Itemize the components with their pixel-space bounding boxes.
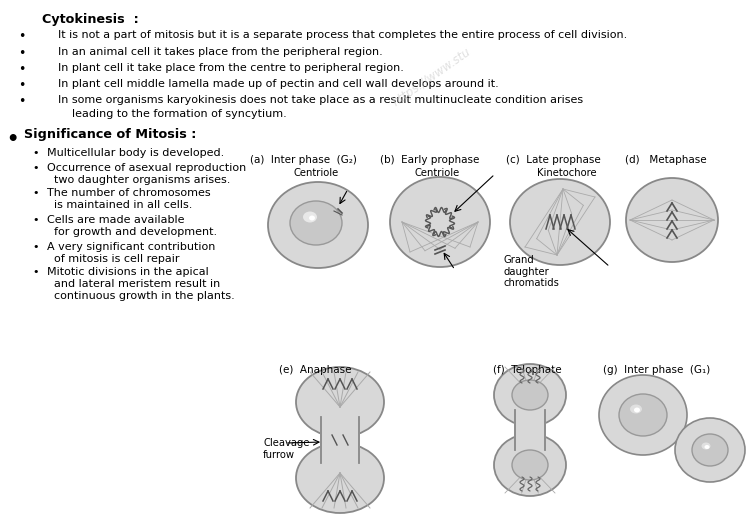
Ellipse shape <box>296 443 384 513</box>
Text: Occurrence of asexual reproduction: Occurrence of asexual reproduction <box>47 163 246 173</box>
Text: Grand
daughter
chromatids: Grand daughter chromatids <box>504 255 560 288</box>
Ellipse shape <box>705 445 709 449</box>
Text: •: • <box>33 148 39 158</box>
FancyBboxPatch shape <box>320 412 360 468</box>
Text: In an animal cell it takes place from the peripheral region.: In an animal cell it takes place from th… <box>58 47 383 57</box>
Ellipse shape <box>626 178 718 262</box>
Text: Cleavage
furrow: Cleavage furrow <box>263 438 309 460</box>
FancyBboxPatch shape <box>514 408 546 452</box>
Text: for growth and development.: for growth and development. <box>47 227 217 237</box>
Ellipse shape <box>309 216 315 220</box>
Text: Multicellular body is developed.: Multicellular body is developed. <box>47 148 224 158</box>
Text: It is not a part of mitosis but it is a separate process that completes the enti: It is not a part of mitosis but it is a … <box>58 30 627 40</box>
Text: •: • <box>6 130 18 149</box>
Text: (e)  Anaphase: (e) Anaphase <box>279 365 351 375</box>
Text: two daughter organisms arises.: two daughter organisms arises. <box>47 175 231 185</box>
Text: A very significant contribution: A very significant contribution <box>47 242 216 252</box>
Text: (g)  Inter phase  (G₁): (g) Inter phase (G₁) <box>604 365 711 375</box>
Ellipse shape <box>390 177 490 267</box>
Ellipse shape <box>494 364 566 426</box>
Ellipse shape <box>675 418 745 482</box>
Text: (c)  Late prophase: (c) Late prophase <box>506 155 601 165</box>
Ellipse shape <box>634 407 640 413</box>
Ellipse shape <box>303 211 317 222</box>
Text: Centriole: Centriole <box>294 168 339 178</box>
Text: •: • <box>18 95 25 108</box>
Ellipse shape <box>512 450 548 480</box>
Text: leading to the formation of syncytium.: leading to the formation of syncytium. <box>58 109 287 119</box>
Text: •: • <box>33 242 39 252</box>
Text: Centriole: Centriole <box>414 168 460 178</box>
Ellipse shape <box>268 182 368 268</box>
Text: The number of chromosomes: The number of chromosomes <box>47 188 210 198</box>
Text: (a)  Inter phase  (G₂): (a) Inter phase (G₂) <box>249 155 357 165</box>
Text: •: • <box>18 30 25 43</box>
Text: •: • <box>33 215 39 225</box>
Ellipse shape <box>296 367 384 437</box>
Text: Kinetochore: Kinetochore <box>537 168 597 178</box>
Text: In some organisms karyokinesis does not take place as a result multinucleate con: In some organisms karyokinesis does not … <box>58 95 583 105</box>
Ellipse shape <box>494 434 566 496</box>
Text: •: • <box>33 163 39 173</box>
Text: •: • <box>18 79 25 92</box>
Text: In plant cell it take place from the centre to peripheral region.: In plant cell it take place from the cen… <box>58 63 404 73</box>
Ellipse shape <box>692 434 728 466</box>
Ellipse shape <box>510 179 610 265</box>
Text: •: • <box>18 63 25 76</box>
Text: is maintained in all cells.: is maintained in all cells. <box>47 200 192 210</box>
Ellipse shape <box>599 375 687 455</box>
Text: of mitosis is cell repair: of mitosis is cell repair <box>47 254 180 264</box>
Ellipse shape <box>290 201 342 245</box>
Text: In plant cell middle lamella made up of pectin and cell wall develops around it.: In plant cell middle lamella made up of … <box>58 79 499 89</box>
Text: Mitotic divisions in the apical: Mitotic divisions in the apical <box>47 267 209 277</box>
Text: Cells are made available: Cells are made available <box>47 215 184 225</box>
Text: (b)  Early prophase: (b) Early prophase <box>380 155 479 165</box>
Ellipse shape <box>702 442 711 450</box>
Text: https://www.stu: https://www.stu <box>390 45 473 109</box>
Text: •: • <box>33 267 39 277</box>
Text: (d)   Metaphase: (d) Metaphase <box>625 155 707 165</box>
Text: •: • <box>33 188 39 198</box>
Ellipse shape <box>619 394 667 436</box>
Text: Cytokinesis  :: Cytokinesis : <box>42 13 139 26</box>
Text: continuous growth in the plants.: continuous growth in the plants. <box>47 291 234 301</box>
Text: and lateral meristem result in: and lateral meristem result in <box>47 279 220 289</box>
Text: Significance of Mitosis :: Significance of Mitosis : <box>24 128 196 141</box>
Ellipse shape <box>630 405 642 414</box>
Ellipse shape <box>512 380 548 410</box>
Text: (f)  Telophate: (f) Telophate <box>493 365 561 375</box>
Text: •: • <box>18 47 25 60</box>
